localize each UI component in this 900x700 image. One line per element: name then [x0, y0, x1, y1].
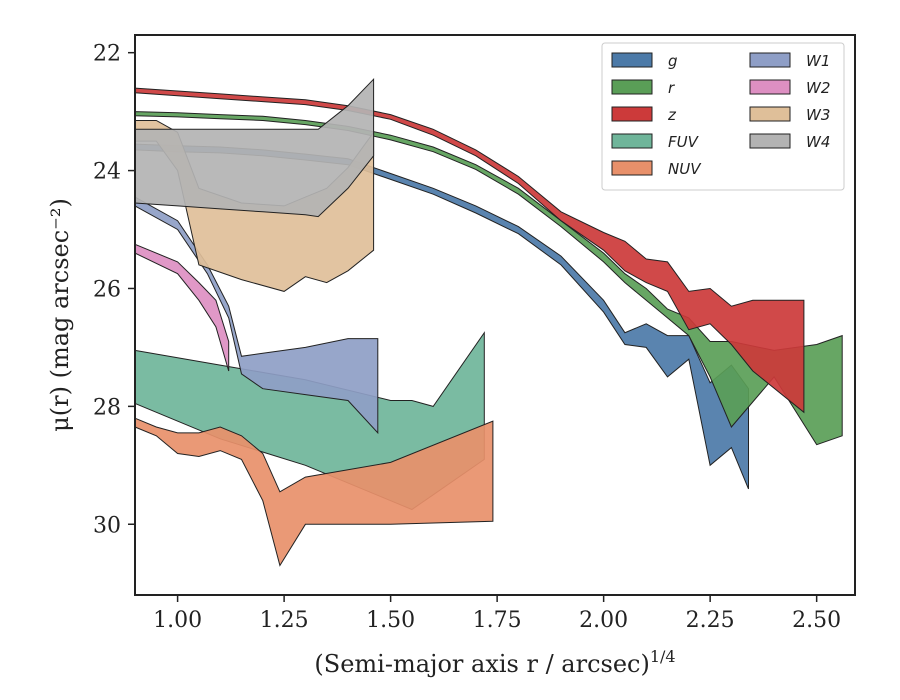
x-tick-label: 1.25 [260, 608, 309, 633]
legend-swatch-r [611, 79, 653, 95]
x-tick-label: 2.00 [579, 608, 628, 633]
legend-swatch-w2 [749, 79, 791, 95]
x-axis-label: (Semi-major axis r / arcsec)1/4 [314, 647, 675, 678]
y-tick-label: 30 [93, 513, 121, 538]
x-axis-label-main: (Semi-major axis r / arcsec) [314, 650, 649, 678]
x-tick-label: 1.75 [473, 608, 522, 633]
band-r [134, 111, 843, 446]
legend-label-w3: W3 [806, 106, 830, 124]
band-nuv [134, 417, 494, 567]
ticks-layer: 1.00 1.25 1.50 1.75 2.00 2.25 2.50 22 24 26 28 30 [93, 42, 841, 633]
legend-label-g: g [668, 52, 678, 70]
legend-swatch-z [611, 106, 653, 122]
legend-swatch-fuv [611, 133, 653, 149]
x-tick-label: 2.25 [686, 608, 735, 633]
legend-label-z: z [667, 106, 677, 124]
y-axis-label: μ(r) (mag arcsec⁻²) [46, 198, 74, 432]
x-tick-label: 1.00 [153, 608, 202, 633]
legend-label-nuv: NUV [668, 160, 702, 178]
band-w2 [134, 243, 230, 372]
legend-swatch-w4 [749, 133, 791, 149]
x-tick-label: 2.50 [792, 608, 841, 633]
bands-layer [134, 77, 843, 567]
band-w1 [134, 196, 379, 435]
band-z [134, 87, 805, 414]
axes-frame [134, 34, 856, 596]
y-tick-label: 28 [93, 395, 121, 420]
x-tick-label: 1.50 [366, 608, 415, 633]
legend-swatch-w3 [749, 106, 791, 122]
y-tick-label: 22 [93, 42, 121, 67]
legend-label-w1: W1 [806, 52, 830, 70]
plot-frame [134, 34, 856, 596]
y-tick-label: 24 [93, 160, 121, 185]
legend-label-w2: W2 [806, 79, 830, 97]
legend-label-w4: W4 [806, 133, 830, 151]
legend: grz FUV NUV W1 W2 W3 W4 [601, 42, 845, 191]
y-tick-label: 26 [93, 277, 121, 302]
band-w4 [134, 77, 375, 218]
legend-label-r: r [668, 79, 675, 97]
legend-label-fuv: FUV [668, 133, 700, 151]
legend-swatch-g [611, 52, 653, 68]
x-axis-label-superscript: 1/4 [650, 647, 676, 666]
legend-swatch-w1 [749, 52, 791, 68]
legend-swatch-nuv [611, 160, 653, 176]
